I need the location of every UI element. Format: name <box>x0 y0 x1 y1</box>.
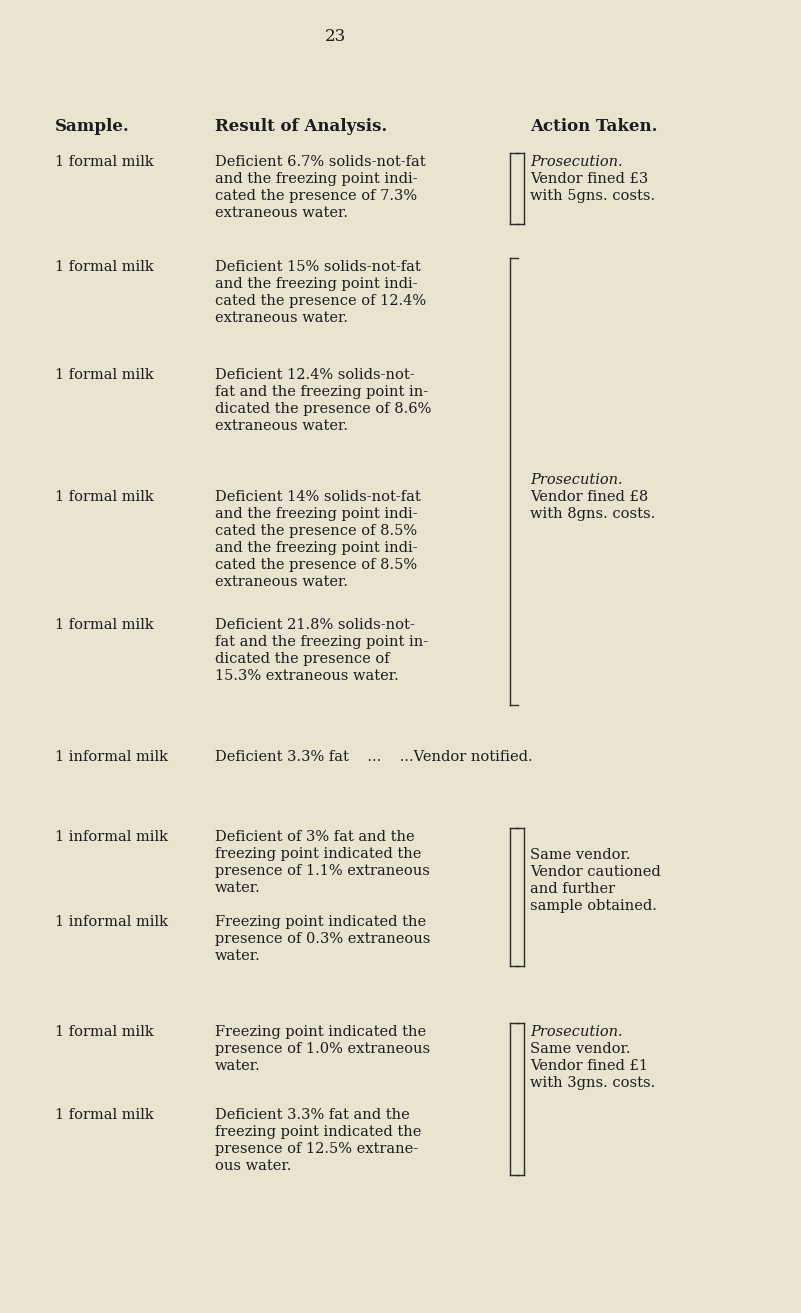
Text: cated the presence of 8.5%: cated the presence of 8.5% <box>215 558 417 572</box>
Text: water.: water. <box>215 949 261 962</box>
Text: Prosecution.: Prosecution. <box>530 155 622 169</box>
Text: Deficient 21.8% solids-not-: Deficient 21.8% solids-not- <box>215 618 415 632</box>
Text: 1 formal milk: 1 formal milk <box>55 618 154 632</box>
Text: Deficient 3.3% fat and the: Deficient 3.3% fat and the <box>215 1108 410 1123</box>
Text: Sample.: Sample. <box>55 118 130 135</box>
Text: dicated the presence of 8.6%: dicated the presence of 8.6% <box>215 402 432 416</box>
Text: cated the presence of 8.5%: cated the presence of 8.5% <box>215 524 417 538</box>
Text: presence of 12.5% extrane-: presence of 12.5% extrane- <box>215 1142 418 1155</box>
Text: and the freezing point indi-: and the freezing point indi- <box>215 507 417 521</box>
Text: extraneous water.: extraneous water. <box>215 419 348 433</box>
Text: Deficient 6.7% solids-not-fat: Deficient 6.7% solids-not-fat <box>215 155 425 169</box>
Text: 1 informal milk: 1 informal milk <box>55 750 168 764</box>
Text: Result of Analysis.: Result of Analysis. <box>215 118 387 135</box>
Text: Freezing point indicated the: Freezing point indicated the <box>215 915 426 930</box>
Text: water.: water. <box>215 1060 261 1073</box>
Text: presence of 1.0% extraneous: presence of 1.0% extraneous <box>215 1043 430 1056</box>
Text: ous water.: ous water. <box>215 1159 292 1173</box>
Text: and the freezing point indi-: and the freezing point indi- <box>215 277 417 291</box>
Text: cated the presence of 7.3%: cated the presence of 7.3% <box>215 189 417 204</box>
Text: presence of 1.1% extraneous: presence of 1.1% extraneous <box>215 864 430 878</box>
Text: 1 informal milk: 1 informal milk <box>55 830 168 844</box>
Text: Freezing point indicated the: Freezing point indicated the <box>215 1025 426 1039</box>
Text: Vendor fined £3: Vendor fined £3 <box>530 172 648 186</box>
Text: Deficient 12.4% solids-not-: Deficient 12.4% solids-not- <box>215 368 415 382</box>
Text: Action Taken.: Action Taken. <box>530 118 658 135</box>
Text: Deficient 3.3% fat    ...    ...Vendor notified.: Deficient 3.3% fat ... ...Vendor notifie… <box>215 750 533 764</box>
Text: 1 formal milk: 1 formal milk <box>55 260 154 274</box>
Text: and further: and further <box>530 882 615 895</box>
Text: and the freezing point indi-: and the freezing point indi- <box>215 541 417 555</box>
Text: dicated the presence of: dicated the presence of <box>215 653 389 666</box>
Text: 15.3% extraneous water.: 15.3% extraneous water. <box>215 670 399 683</box>
Text: Prosecution.: Prosecution. <box>530 1025 622 1039</box>
Text: 1 formal milk: 1 formal milk <box>55 1025 154 1039</box>
Text: freezing point indicated the: freezing point indicated the <box>215 1125 421 1138</box>
Text: Same vendor.: Same vendor. <box>530 848 630 863</box>
Text: Vendor cautioned: Vendor cautioned <box>530 865 661 878</box>
Text: 23: 23 <box>324 28 345 45</box>
Text: Vendor fined £8: Vendor fined £8 <box>530 490 648 504</box>
Text: with 3gns. costs.: with 3gns. costs. <box>530 1075 655 1090</box>
Text: extraneous water.: extraneous water. <box>215 311 348 326</box>
Text: 1 formal milk: 1 formal milk <box>55 155 154 169</box>
Text: 1 informal milk: 1 informal milk <box>55 915 168 930</box>
Text: 1 formal milk: 1 formal milk <box>55 490 154 504</box>
Text: extraneous water.: extraneous water. <box>215 206 348 221</box>
Text: Same vendor.: Same vendor. <box>530 1043 630 1056</box>
Text: Deficient 14% solids-not-fat: Deficient 14% solids-not-fat <box>215 490 421 504</box>
Text: Deficient of 3% fat and the: Deficient of 3% fat and the <box>215 830 415 844</box>
Text: Deficient 15% solids-not-fat: Deficient 15% solids-not-fat <box>215 260 421 274</box>
Text: 1 formal milk: 1 formal milk <box>55 1108 154 1123</box>
Text: freezing point indicated the: freezing point indicated the <box>215 847 421 861</box>
Text: presence of 0.3% extraneous: presence of 0.3% extraneous <box>215 932 430 945</box>
Text: with 5gns. costs.: with 5gns. costs. <box>530 189 655 204</box>
Text: water.: water. <box>215 881 261 895</box>
Text: and the freezing point indi-: and the freezing point indi- <box>215 172 417 186</box>
Text: fat and the freezing point in-: fat and the freezing point in- <box>215 385 428 399</box>
Text: with 8gns. costs.: with 8gns. costs. <box>530 507 655 521</box>
Text: 1 formal milk: 1 formal milk <box>55 368 154 382</box>
Text: sample obtained.: sample obtained. <box>530 899 657 913</box>
Text: Vendor fined £1: Vendor fined £1 <box>530 1060 648 1073</box>
Text: cated the presence of 12.4%: cated the presence of 12.4% <box>215 294 426 309</box>
Text: Prosecution.: Prosecution. <box>530 473 622 487</box>
Text: fat and the freezing point in-: fat and the freezing point in- <box>215 635 428 649</box>
Text: extraneous water.: extraneous water. <box>215 575 348 590</box>
